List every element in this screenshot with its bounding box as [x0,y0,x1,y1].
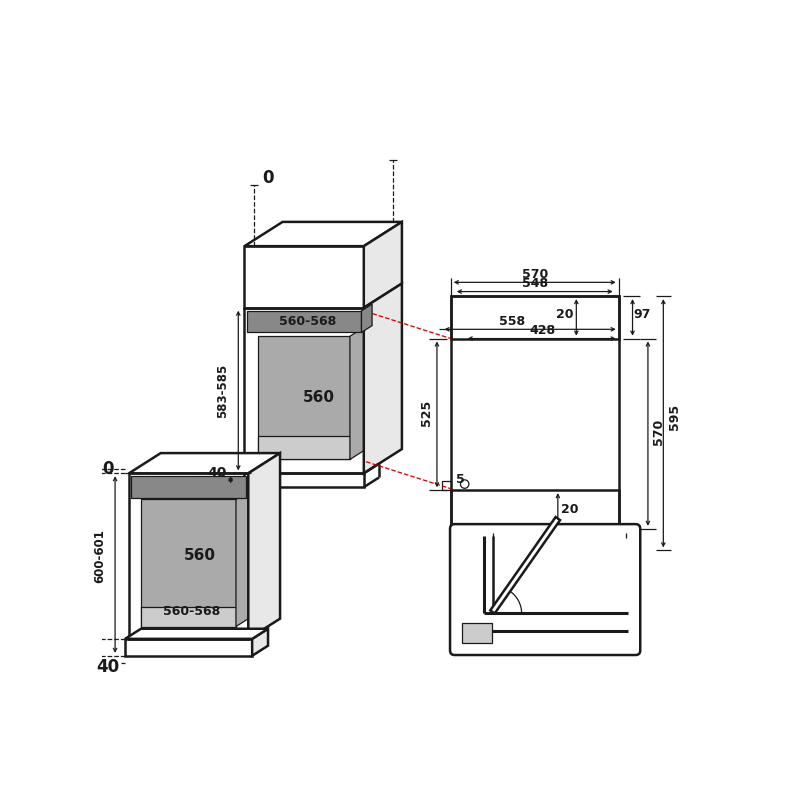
Bar [245,246,364,308]
Bar [245,308,364,474]
Text: 595: 595 [668,404,681,430]
Bar [258,436,350,459]
Text: 570: 570 [522,268,548,281]
Polygon shape [236,490,252,626]
Text: 0: 0 [102,461,114,478]
Bar [451,296,618,529]
Polygon shape [364,222,402,308]
Text: 40: 40 [97,658,120,675]
Text: 570: 570 [652,418,666,445]
Bar [462,623,492,642]
Text: 20: 20 [561,503,578,516]
Text: 583-585: 583-585 [216,364,230,418]
Bar [131,476,246,498]
Bar [451,490,618,529]
Text: 0: 0 [560,616,568,629]
Bar [258,336,350,459]
Text: 5: 5 [456,473,465,486]
Text: 428: 428 [530,324,555,338]
Polygon shape [362,304,372,332]
FancyBboxPatch shape [450,524,640,655]
Text: 595: 595 [522,546,548,558]
Text: 525: 525 [420,399,433,426]
Bar [245,474,364,487]
Bar [442,481,451,490]
Polygon shape [125,629,268,639]
Bar [142,607,236,626]
Bar [142,499,236,626]
Text: 560-568: 560-568 [163,605,221,618]
Polygon shape [252,629,268,656]
Text: 548: 548 [522,278,548,290]
Text: 560: 560 [303,390,335,406]
Polygon shape [248,453,280,639]
Bar [129,474,248,639]
Text: 560: 560 [184,548,216,563]
Text: 97: 97 [633,308,650,321]
Text: 40: 40 [208,466,227,479]
Bar [125,639,252,656]
Text: 460: 460 [546,524,573,537]
Text: 560-568: 560-568 [279,315,336,328]
Text: 558: 558 [498,315,525,328]
Bar [246,311,362,332]
Text: 89°: 89° [505,584,528,597]
Bar [451,296,618,338]
Polygon shape [245,222,402,246]
Polygon shape [364,283,402,474]
Polygon shape [490,517,560,614]
Text: 600-601: 600-601 [93,530,106,583]
Circle shape [461,480,469,488]
Text: 9: 9 [625,634,634,648]
Polygon shape [350,319,377,459]
Text: 0: 0 [262,170,274,187]
Text: 20: 20 [556,308,574,321]
Polygon shape [129,453,280,474]
